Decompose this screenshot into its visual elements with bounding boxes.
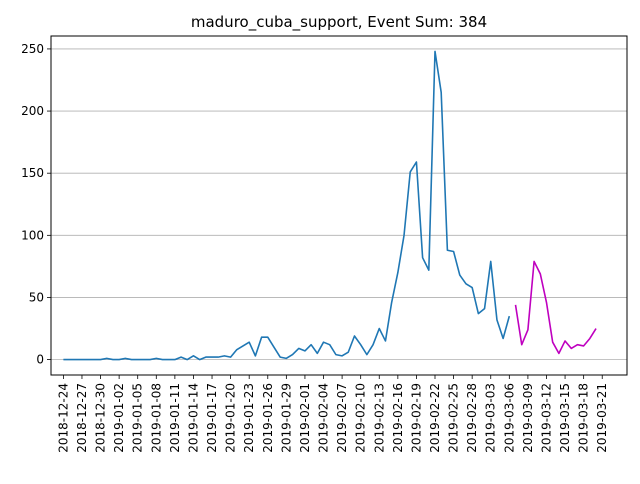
x-tick-label: 2019-03-03 xyxy=(484,383,498,453)
y-tick-label: 100 xyxy=(21,228,44,242)
x-tick-label: 2019-02-25 xyxy=(447,383,461,453)
x-tick-label: 2019-03-15 xyxy=(558,383,572,453)
x-tick-label: 2018-12-27 xyxy=(75,383,89,453)
x-tick-label: 2019-02-01 xyxy=(298,383,312,453)
series-line-1 xyxy=(63,50,511,361)
x-tick-label: 2018-12-30 xyxy=(94,383,108,453)
series-line-2 xyxy=(514,260,597,355)
x-tick-label: 2019-01-17 xyxy=(205,383,219,453)
x-tick-label: 2019-02-16 xyxy=(391,383,405,453)
chart-title: maduro_cuba_support, Event Sum: 384 xyxy=(191,13,487,32)
series-lines xyxy=(63,50,597,361)
x-tick-label: 2019-03-21 xyxy=(595,383,609,453)
x-tick-label: 2019-02-22 xyxy=(428,383,442,453)
x-tick-label: 2019-03-12 xyxy=(539,383,553,453)
x-tick-label: 2019-01-23 xyxy=(242,383,256,453)
x-tick-label: 2019-02-07 xyxy=(335,383,349,453)
x-tick-label: 2018-12-24 xyxy=(56,383,70,453)
x-tick-label: 2019-02-28 xyxy=(465,383,479,453)
y-tick-label: 150 xyxy=(21,166,44,180)
y-tick-label: 250 xyxy=(21,42,44,56)
x-tick-label: 2019-01-29 xyxy=(279,383,293,453)
y-tick-label: 0 xyxy=(36,353,44,367)
y-tick-label: 50 xyxy=(29,290,44,304)
x-tick-label: 2019-02-04 xyxy=(317,383,331,453)
x-tick-label: 2019-01-02 xyxy=(112,383,126,453)
x-tick-label: 2019-03-06 xyxy=(502,383,516,453)
y-tick-label: 200 xyxy=(21,104,44,118)
x-tick-label: 2019-01-26 xyxy=(261,383,275,453)
x-tick-label: 2019-03-18 xyxy=(577,383,591,453)
x-tick-label: 2019-02-19 xyxy=(409,383,423,453)
x-axis: 2018-12-24 2018-12-27 2018-12-30 2019-01-02… xyxy=(56,375,609,453)
x-tick-label: 2019-01-08 xyxy=(149,383,163,453)
x-tick-label: 2019-01-20 xyxy=(224,383,238,453)
x-tick-label: 2019-03-09 xyxy=(521,383,535,453)
x-tick-label: 2019-02-10 xyxy=(354,383,368,453)
x-tick-label: 2019-02-13 xyxy=(372,383,386,453)
y-axis: 0 50 100 150 200 250 xyxy=(21,42,51,367)
plot-frame xyxy=(50,35,628,376)
x-tick-label: 2019-01-14 xyxy=(186,383,200,453)
x-tick-label: 2019-01-11 xyxy=(168,383,182,453)
x-tick-label: 2019-01-05 xyxy=(131,383,145,453)
